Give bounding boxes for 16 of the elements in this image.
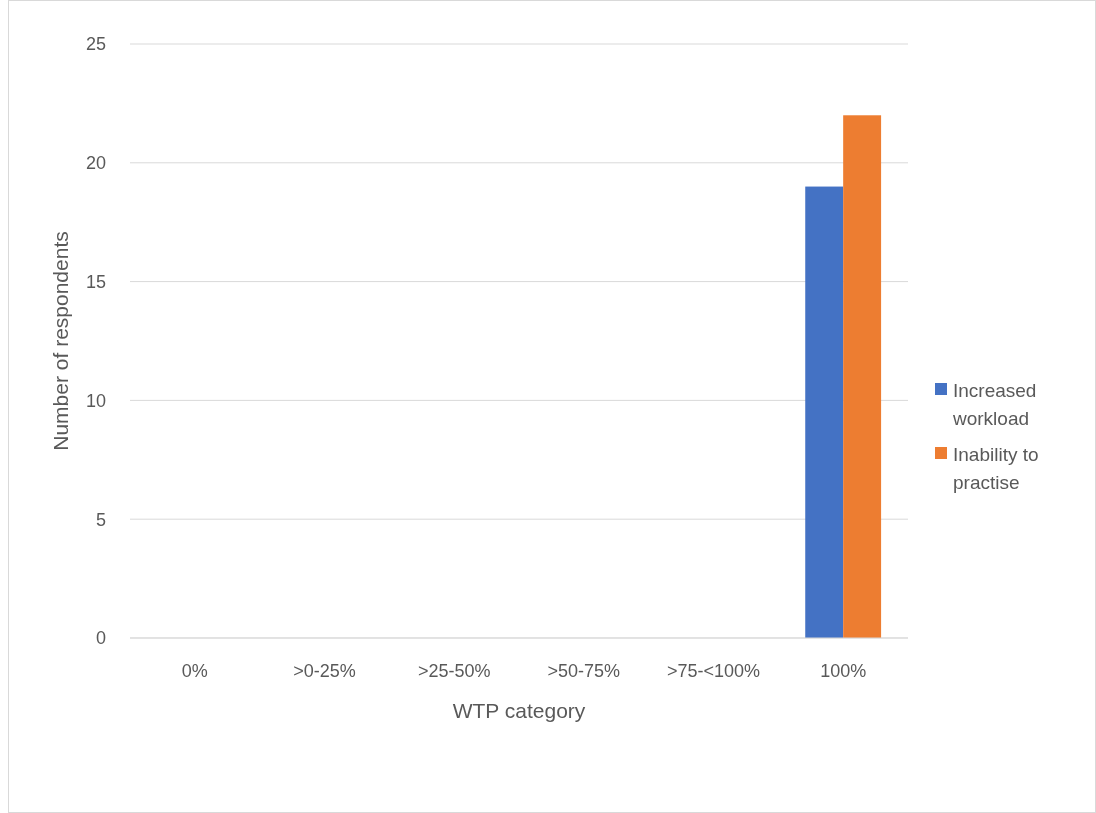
x-axis-title: WTP category — [452, 699, 586, 722]
y-tick-label: 10 — [85, 390, 106, 411]
x-tick-label: >75-<100% — [666, 661, 761, 681]
y-tick-label: 15 — [85, 271, 106, 292]
y-tick-label: 0 — [95, 628, 106, 649]
x-tick-label: 100% — [820, 661, 867, 681]
y-axis-title: Number of respondents — [49, 231, 72, 451]
x-tick-label: 0% — [181, 661, 208, 681]
x-tick-label: >50-75% — [547, 661, 621, 681]
legend-label: Inability to practise — [953, 443, 1039, 493]
y-tick-label: 25 — [85, 34, 106, 55]
y-tick-label: 5 — [95, 509, 106, 530]
y-tick-label: 20 — [85, 153, 106, 174]
legend-label: Increased workload — [952, 379, 1037, 429]
x-tick-label: >25-50% — [417, 661, 491, 681]
x-tick-label: >0-25% — [293, 661, 356, 681]
